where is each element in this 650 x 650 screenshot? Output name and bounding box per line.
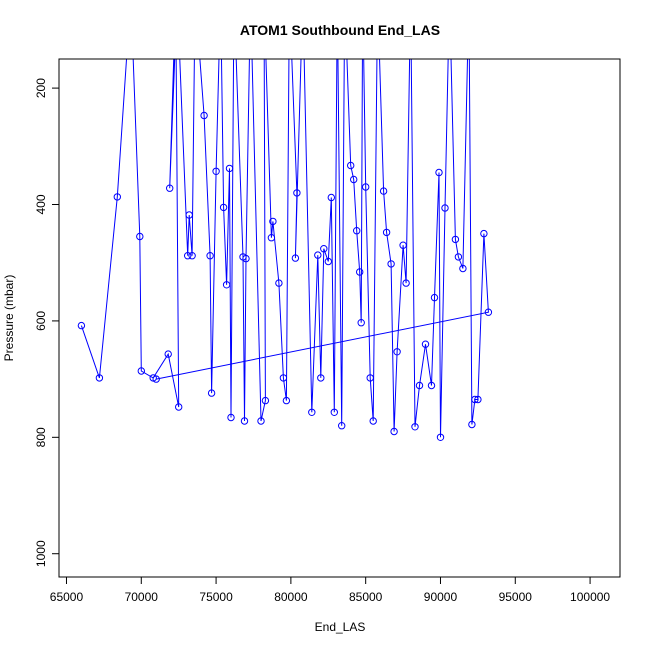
data-point bbox=[366, 374, 374, 382]
data-point bbox=[471, 395, 479, 404]
data-point bbox=[441, 204, 449, 212]
data-point bbox=[240, 417, 249, 425]
data-point bbox=[200, 111, 208, 120]
x-tick-label: 95000 bbox=[499, 590, 533, 604]
data-point bbox=[474, 395, 482, 404]
x-tick-label: 75000 bbox=[199, 590, 233, 604]
data-point bbox=[327, 193, 335, 202]
data-point bbox=[317, 374, 325, 382]
y-axis: 200 400 600 800 1000 bbox=[34, 78, 59, 567]
data-point bbox=[390, 427, 398, 436]
data-point bbox=[427, 381, 436, 390]
data-point bbox=[357, 319, 365, 327]
data-point bbox=[350, 175, 358, 184]
data-point bbox=[484, 308, 493, 316]
data-point bbox=[430, 293, 439, 302]
data-point bbox=[338, 422, 346, 430]
data-point bbox=[242, 254, 250, 263]
data-point bbox=[451, 235, 460, 244]
y-tick-label: 200 bbox=[34, 78, 48, 98]
data-point bbox=[261, 396, 270, 405]
data-point bbox=[459, 264, 467, 273]
data-point bbox=[77, 321, 86, 330]
data-point bbox=[369, 417, 377, 425]
data-point bbox=[330, 408, 338, 416]
data-point bbox=[279, 374, 288, 382]
data-point bbox=[387, 260, 395, 268]
x-tick-label: 80000 bbox=[274, 590, 308, 604]
data-point bbox=[436, 433, 445, 441]
data-point bbox=[227, 413, 235, 422]
data-point bbox=[393, 348, 401, 356]
data-point bbox=[399, 241, 407, 249]
y-axis-label: Pressure (mbar) bbox=[2, 275, 16, 362]
data-point bbox=[275, 279, 283, 287]
data-point bbox=[480, 229, 488, 238]
data-point bbox=[184, 252, 192, 260]
data-point bbox=[113, 193, 122, 201]
data-point bbox=[207, 389, 216, 397]
data-point bbox=[379, 187, 388, 195]
y-tick-label: 600 bbox=[34, 311, 48, 331]
data-point bbox=[291, 254, 300, 262]
series-line bbox=[80, 59, 489, 438]
data-point bbox=[212, 167, 220, 176]
data-point bbox=[314, 251, 322, 259]
data-point bbox=[206, 252, 214, 260]
data-point bbox=[454, 253, 463, 261]
data-point bbox=[185, 211, 193, 219]
data-point bbox=[225, 164, 234, 173]
data-point bbox=[382, 228, 391, 237]
chart-title: ATOM1 Southbound End_LAS bbox=[240, 22, 440, 38]
x-axis-label: End_LAS bbox=[315, 620, 366, 634]
data-point bbox=[175, 403, 183, 411]
data-point bbox=[136, 232, 144, 241]
data-point bbox=[402, 279, 410, 287]
x-tick-label: 100000 bbox=[570, 590, 610, 604]
data-point bbox=[353, 227, 361, 235]
x-tick-label: 85000 bbox=[349, 590, 383, 604]
data-point bbox=[219, 203, 228, 212]
data-point bbox=[152, 375, 160, 383]
data-point bbox=[164, 350, 172, 358]
data-point bbox=[269, 217, 277, 226]
data-point bbox=[308, 408, 316, 416]
data-point bbox=[435, 168, 443, 177]
y-tick-label: 800 bbox=[34, 427, 48, 447]
data-point bbox=[320, 245, 328, 253]
data-point bbox=[415, 381, 424, 390]
plot-area bbox=[77, 59, 493, 441]
data-point bbox=[356, 268, 364, 276]
x-tick-label: 65000 bbox=[50, 590, 84, 604]
data-point bbox=[347, 161, 355, 170]
data-point bbox=[411, 423, 419, 431]
data-point bbox=[282, 396, 291, 405]
data-point bbox=[257, 417, 265, 425]
x-axis: 65000 70000 75000 80000 85000 90000 95000 10000… bbox=[50, 577, 610, 604]
data-point bbox=[421, 340, 430, 348]
data-point bbox=[267, 234, 276, 242]
data-point bbox=[362, 183, 370, 191]
x-tick-label: 90000 bbox=[424, 590, 458, 604]
x-tick-label: 70000 bbox=[125, 590, 159, 604]
y-tick-label: 1000 bbox=[34, 540, 48, 567]
data-point bbox=[137, 367, 146, 375]
data-point bbox=[324, 257, 332, 266]
data-point bbox=[188, 252, 196, 260]
data-point bbox=[293, 189, 301, 197]
y-tick-label: 400 bbox=[34, 194, 48, 214]
data-point bbox=[166, 184, 174, 192]
data-point bbox=[95, 374, 104, 382]
data-point bbox=[222, 281, 231, 289]
plot-frame bbox=[58, 58, 621, 578]
data-point bbox=[468, 420, 476, 429]
